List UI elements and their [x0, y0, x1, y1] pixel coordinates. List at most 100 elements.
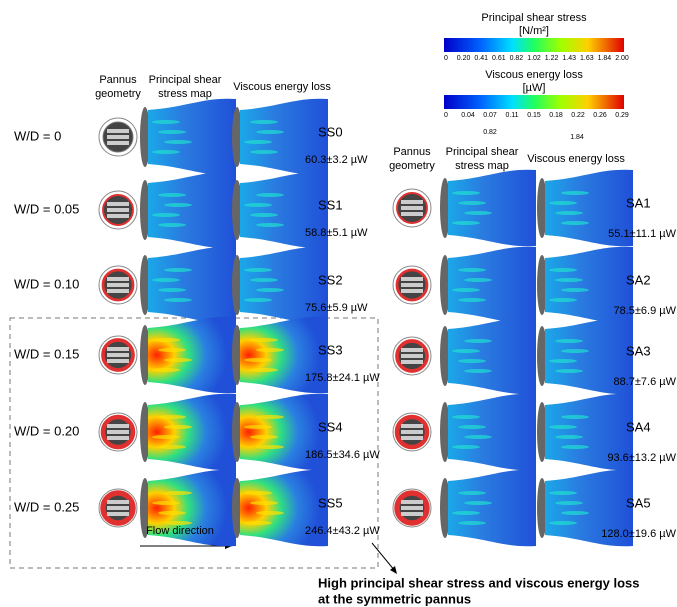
leaflet [107, 135, 129, 139]
flow-streak [555, 211, 583, 215]
flow-map [448, 470, 536, 547]
leaflet [401, 506, 423, 510]
flow-streak [152, 368, 180, 372]
colorbar-tick: 0.04 [461, 112, 475, 119]
flow-streak [561, 191, 589, 195]
colorbar-tick: 0.15 [527, 112, 541, 119]
flow-map [148, 317, 236, 394]
flow-streak [250, 368, 278, 372]
flow-streak [158, 348, 186, 352]
panel-label: SS1 [318, 197, 343, 212]
flow-streak [555, 278, 583, 282]
flow-streak [549, 491, 577, 495]
leaflet [401, 500, 423, 504]
flow-streak [164, 491, 192, 495]
flow-label: Flow direction [146, 525, 214, 537]
pointer-line [372, 543, 395, 571]
panel-label: SS4 [318, 419, 343, 434]
flow-streak [555, 369, 583, 373]
flow-streak [555, 339, 583, 343]
colorbar-title: Viscous energy loss [485, 69, 583, 81]
column-header: stress map [158, 88, 212, 100]
flow-map [448, 394, 536, 471]
colorbar-tick: 0.26 [593, 112, 607, 119]
row-label: W/D = 0.25 [14, 499, 79, 514]
flow-streak [244, 425, 272, 429]
panel-label: SA4 [626, 419, 651, 434]
energy-value: 88.7±7.6 µW [613, 376, 676, 388]
flow-streak [256, 445, 284, 449]
flow-streak [561, 288, 589, 292]
energy-value: 58.8±5.1 µW [305, 227, 368, 239]
colorbar [444, 38, 624, 52]
flow-streak [158, 445, 186, 449]
flow-streak [250, 150, 278, 154]
panel-label: SA3 [626, 343, 651, 358]
arrow-head [390, 566, 397, 574]
energy-value: 128.0±19.6 µW [601, 528, 676, 540]
column-header: Viscous energy loss [233, 81, 331, 93]
leaflet [401, 436, 423, 440]
flow-streak [464, 339, 492, 343]
flow-streak [256, 511, 284, 515]
flow-streak [549, 425, 577, 429]
flow-streak [158, 415, 186, 419]
row-label: W/D = 0.10 [14, 276, 79, 291]
flow-streak [549, 359, 577, 363]
flow-map [148, 247, 236, 324]
flow-streak [250, 213, 278, 217]
colorbar-tick: 1.84 [598, 55, 612, 62]
colorbar-tick: 0.82 [510, 55, 524, 62]
flow-streak [164, 425, 192, 429]
flow-streak [250, 120, 278, 124]
leaflet [401, 277, 423, 281]
column-header: geometry [95, 88, 141, 100]
energy-value: 93.6±13.2 µW [607, 452, 676, 464]
flow-streak [452, 415, 480, 419]
leaflet [401, 348, 423, 352]
flow-streak [561, 349, 589, 353]
flow-streak [555, 435, 583, 439]
colorbar-tick: 0.18 [549, 112, 563, 119]
panel-label: SA2 [626, 272, 651, 287]
colorbar-unit: [N/m²] [519, 25, 549, 37]
leaflet [107, 500, 129, 504]
flow-streak [244, 491, 272, 495]
label: 1.84 [570, 134, 584, 141]
figure: Principal shear stress[N/m²]00.200.410.6… [0, 0, 677, 607]
leaflet [401, 354, 423, 358]
energy-value: 78.5±6.9 µW [613, 305, 676, 317]
flow-streak [244, 268, 272, 272]
flow-streak [561, 415, 589, 419]
flow-streak [158, 511, 186, 515]
column-header: Viscous energy loss [527, 153, 625, 165]
flow-streak [452, 288, 480, 292]
colorbar-tick: 0.11 [505, 112, 518, 119]
energy-value: 246.4±43.2 µW [305, 525, 380, 537]
flow-streak [458, 359, 486, 363]
leaflet [107, 347, 129, 351]
column-header: Pannus [99, 74, 137, 86]
leaflet [401, 200, 423, 204]
flow-streak [458, 268, 486, 272]
flow-streak [452, 445, 480, 449]
flow-streak [561, 221, 589, 225]
colorbar-tick: 0.22 [571, 112, 585, 119]
flow-streak [256, 288, 284, 292]
leaflet [107, 129, 129, 133]
flow-streak [256, 348, 284, 352]
colorbar-tick: 1.43 [562, 55, 576, 62]
column-header: Principal shear [446, 146, 519, 158]
panel-label: SS5 [318, 495, 343, 510]
flow-map [148, 172, 236, 249]
flow-streak [158, 130, 186, 134]
leaflet [107, 424, 129, 428]
flow-streak [164, 358, 192, 362]
leaflet [401, 360, 423, 364]
flow-streak [152, 150, 180, 154]
flow-map [448, 170, 536, 247]
row-label: W/D = 0 [14, 128, 61, 143]
colorbar-tick: 1.63 [580, 55, 594, 62]
colorbar-title: Principal shear stress [481, 12, 587, 24]
energy-value: 55.1±11.1 µW [608, 228, 676, 240]
